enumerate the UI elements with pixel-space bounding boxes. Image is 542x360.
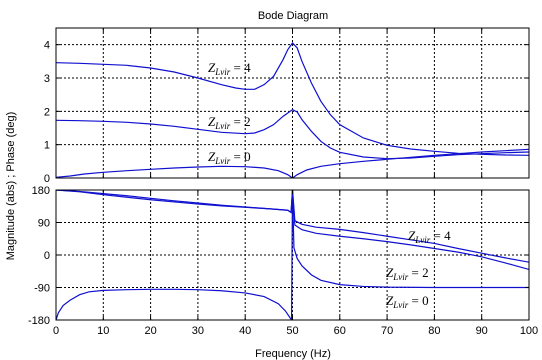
annotation-symbol: Z <box>386 265 394 280</box>
series-annotation: ZLvir = 4 <box>408 228 451 245</box>
series-line-phase-0 <box>56 190 529 263</box>
y-tick-label: 2 <box>44 106 50 118</box>
x-tick-label: 100 <box>520 325 538 337</box>
annotation-subscript: Lvir <box>214 67 231 77</box>
y-tick-label: 90 <box>38 218 50 230</box>
y-axis-label: Magnitude (abs) ; Phase (deg) <box>5 112 17 261</box>
chart-title: Bode Diagram <box>258 10 328 22</box>
x-tick-label: 0 <box>53 325 59 337</box>
x-tick-label: 60 <box>334 325 346 337</box>
annotation-subscript: Lvir <box>392 300 409 310</box>
annotation-symbol: Z <box>408 228 416 243</box>
annotation-value: = 0 <box>408 293 428 308</box>
annotation-value: = 2 <box>408 265 428 280</box>
x-tick-label: 20 <box>144 325 156 337</box>
annotation-symbol: Z <box>208 60 216 75</box>
annotation-symbol: Z <box>386 293 394 308</box>
annotation-subscript: Lvir <box>414 235 431 245</box>
annotation-value: = 2 <box>230 114 250 129</box>
y-tick-label: 0 <box>44 250 50 262</box>
annotation-subscript: Lvir <box>392 272 409 282</box>
series-annotation: ZLvir = 4 <box>208 60 251 77</box>
series-line-phase-1 <box>56 190 529 271</box>
annotation-value: = 0 <box>230 149 250 164</box>
series-line-magnitude-0 <box>56 42 529 156</box>
x-tick-label: 70 <box>381 325 393 337</box>
x-tick-label: 90 <box>476 325 488 337</box>
x-tick-label: 30 <box>192 325 204 337</box>
x-tick-label: 50 <box>286 325 298 337</box>
y-tick-label: -180 <box>28 315 50 327</box>
annotation-symbol: Z <box>208 149 216 164</box>
series-line-phase-2 <box>56 190 529 320</box>
x-axis-label: Frequency (Hz) <box>255 348 331 360</box>
y-tick-label: 4 <box>44 40 50 52</box>
annotation-subscript: Lvir <box>214 121 231 131</box>
x-tick-label: 10 <box>97 325 109 337</box>
series-annotation: ZLvir = 0 <box>386 293 429 310</box>
annotation-value: = 4 <box>230 60 251 75</box>
series-annotation: ZLvir = 2 <box>208 114 251 131</box>
series-annotation: ZLvir = 2 <box>386 265 429 282</box>
y-tick-label: 180 <box>32 185 50 197</box>
series-line-magnitude-1 <box>56 108 529 160</box>
annotation-value: = 4 <box>430 228 451 243</box>
plot-frame <box>55 27 530 179</box>
annotation-symbol: Z <box>208 114 216 129</box>
x-tick-label: 80 <box>428 325 440 337</box>
series-annotation: ZLvir = 0 <box>208 149 251 166</box>
y-tick-label: 3 <box>44 73 50 85</box>
x-tick-label: 40 <box>239 325 251 337</box>
y-tick-label: 0 <box>44 173 50 185</box>
annotation-subscript: Lvir <box>214 156 231 166</box>
y-tick-label: -90 <box>34 283 50 295</box>
series-line-magnitude-2 <box>56 148 529 178</box>
y-tick-label: 1 <box>44 140 50 152</box>
